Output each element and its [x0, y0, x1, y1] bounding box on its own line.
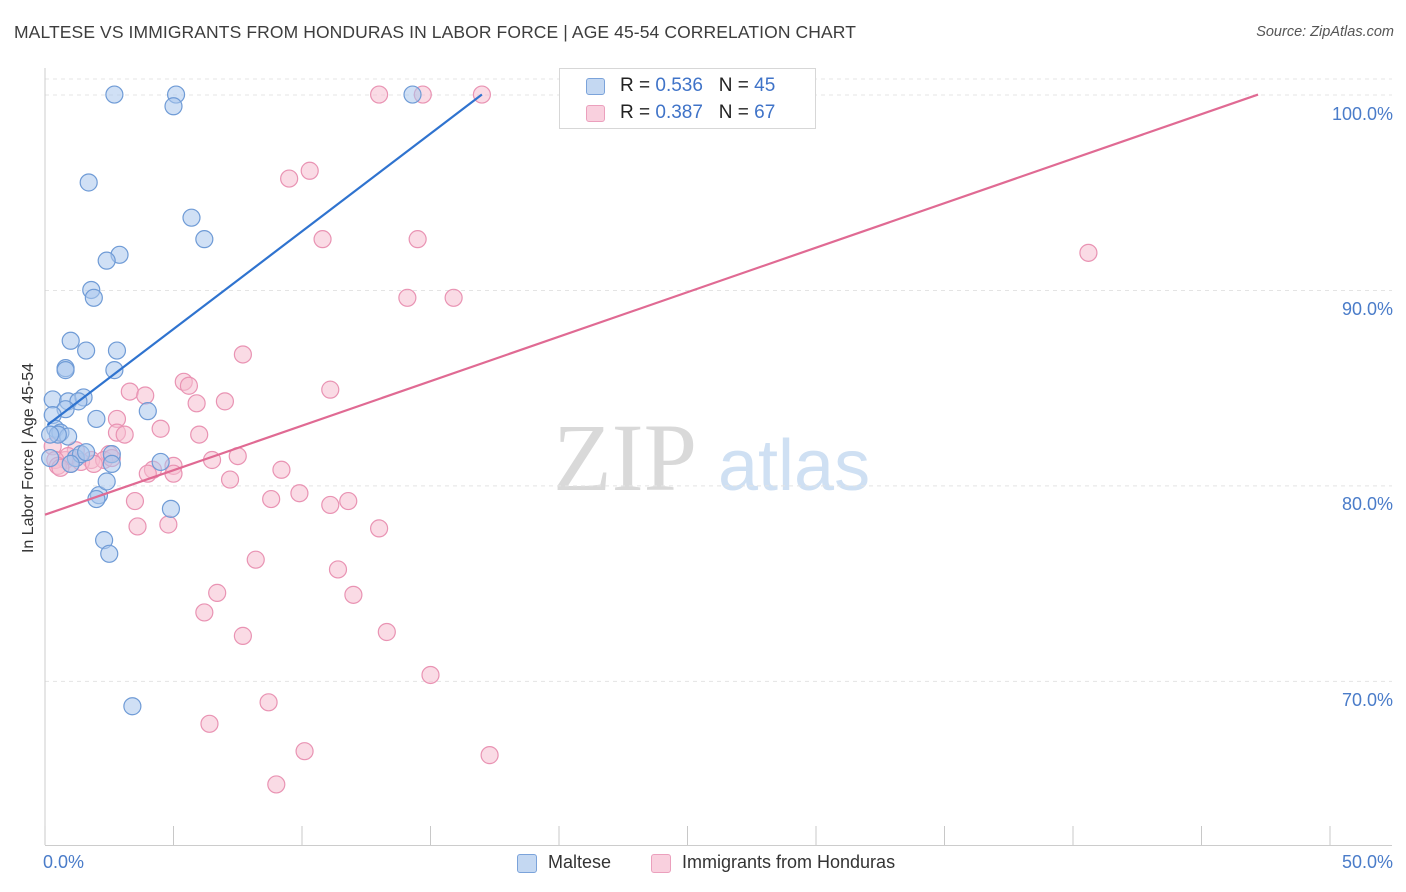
legend-swatch-pink	[586, 105, 605, 122]
point-maltese	[164, 97, 183, 116]
y-tick-label: 90.0%	[1341, 298, 1393, 319]
point-honduras	[321, 380, 340, 399]
point-maltese	[87, 409, 106, 429]
legend-r-label: R =	[620, 75, 656, 96]
point-honduras	[328, 560, 348, 579]
point-honduras	[300, 161, 319, 180]
point-maltese	[77, 341, 96, 360]
point-honduras	[421, 665, 440, 685]
point-honduras	[200, 714, 219, 733]
trend-layer	[44, 93, 1259, 516]
point-maltese	[56, 361, 75, 380]
point-honduras	[313, 230, 332, 249]
point-honduras	[290, 484, 309, 503]
legend-swatch-blue	[586, 78, 605, 95]
legend-r-value: 0.387	[655, 102, 703, 123]
stats-legend: R = 0.536 N = 45 R = 0.387 N = 67	[559, 68, 816, 129]
bottom-legend-label-maltese: Maltese	[548, 852, 612, 872]
point-maltese	[100, 544, 119, 563]
point-honduras	[398, 288, 417, 307]
point-honduras	[246, 550, 265, 569]
point-honduras	[195, 603, 214, 622]
point-honduras	[295, 742, 314, 761]
point-maltese	[105, 361, 124, 380]
point-honduras	[151, 419, 170, 438]
point-maltese	[41, 425, 60, 444]
legend-n-value: 67	[754, 102, 776, 123]
point-honduras	[125, 491, 145, 511]
point-honduras	[115, 425, 134, 444]
point-maltese	[97, 472, 116, 491]
legend-r-label: R =	[620, 102, 656, 123]
bottom-legend-label-honduras: Immigrants from Honduras	[682, 852, 896, 872]
watermark-zip: ZIP	[553, 404, 697, 511]
y-tick-label: 100.0%	[1331, 103, 1393, 124]
point-honduras	[259, 693, 278, 712]
point-honduras	[444, 288, 463, 307]
x-tick-label-min: 0.0%	[43, 852, 85, 872]
trendline-maltese	[46, 93, 483, 426]
point-honduras	[190, 425, 209, 444]
point-honduras	[408, 230, 427, 249]
point-honduras	[370, 519, 389, 538]
bottom-legend-swatch-blue	[517, 854, 537, 873]
point-maltese	[97, 251, 116, 270]
point-maltese	[151, 452, 170, 472]
bottom-legend-swatch-pink	[651, 854, 671, 873]
point-honduras	[233, 626, 252, 645]
point-maltese	[195, 230, 214, 249]
x-tick-label-max: 50.0%	[1341, 852, 1393, 872]
point-honduras	[128, 517, 147, 536]
point-maltese	[123, 697, 142, 716]
point-honduras	[159, 515, 178, 534]
point-maltese	[161, 499, 181, 518]
point-maltese	[79, 173, 98, 192]
y-tick-label: 80.0%	[1341, 494, 1393, 515]
point-maltese	[84, 288, 103, 307]
point-honduras	[262, 489, 281, 509]
point-maltese	[102, 454, 121, 474]
point-maltese	[41, 448, 60, 468]
legend-r-value: 0.536	[655, 75, 703, 96]
point-honduras	[272, 460, 291, 479]
source-credit: Source: ZipAtlas.com	[1256, 24, 1394, 40]
point-honduras	[120, 382, 139, 401]
points-layer	[41, 85, 1098, 794]
point-honduras	[220, 470, 240, 489]
point-maltese	[61, 454, 80, 474]
point-honduras	[370, 85, 389, 104]
point-maltese	[138, 402, 157, 421]
point-honduras	[267, 775, 286, 794]
chart-title: MALTESE VS IMMIGRANTS FROM HONDURAS IN L…	[14, 22, 856, 42]
point-honduras	[344, 585, 363, 604]
trendline-honduras	[44, 93, 1259, 516]
point-honduras	[187, 394, 206, 413]
point-honduras	[480, 746, 499, 765]
point-maltese	[107, 341, 127, 360]
point-honduras	[1079, 243, 1098, 262]
point-maltese	[403, 85, 422, 104]
point-maltese	[105, 85, 124, 104]
point-maltese	[61, 331, 80, 350]
legend-text-honduras: R = 0.387 N = 67	[620, 102, 775, 124]
legend-n-label: N =	[718, 75, 755, 96]
legend-text-maltese: R = 0.536 N = 45	[620, 75, 775, 97]
y-tick-label: 70.0%	[1341, 689, 1393, 710]
point-honduras	[321, 495, 340, 515]
point-maltese	[77, 443, 96, 462]
point-honduras	[377, 622, 396, 642]
point-honduras	[179, 376, 199, 395]
point-honduras	[208, 583, 227, 602]
grid-layer	[45, 78, 1392, 682]
point-honduras	[136, 386, 155, 405]
point-honduras	[339, 491, 358, 511]
legend-n-label: N =	[718, 102, 755, 123]
legend-n-value: 45	[754, 75, 776, 96]
point-maltese	[182, 208, 201, 227]
point-honduras	[215, 392, 234, 411]
point-honduras	[280, 169, 299, 188]
watermark-atlas: atlas	[718, 426, 870, 506]
point-honduras	[233, 345, 252, 364]
